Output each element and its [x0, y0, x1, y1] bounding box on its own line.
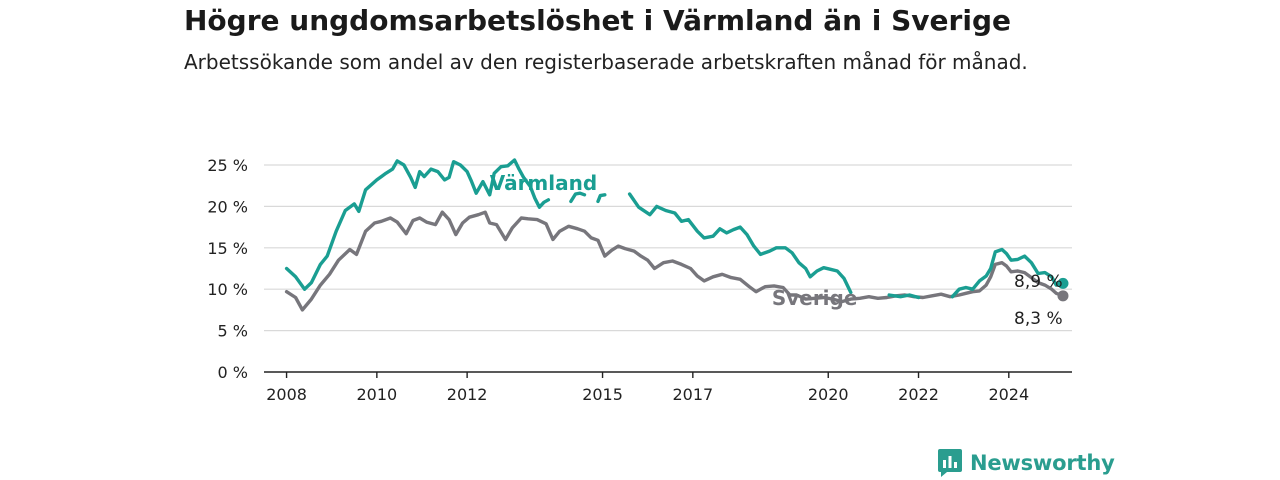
y-tick-label: 20 % — [207, 197, 248, 216]
chart-subtitle: Arbetssökande som andel av den registerb… — [184, 50, 1028, 74]
series-end-marker-varmland — [1057, 277, 1069, 289]
newsworthy-logo-icon — [938, 449, 962, 477]
series-label-varmland: Värmland — [490, 171, 598, 195]
x-tick-label: 2022 — [898, 385, 939, 404]
x-tick-label: 2008 — [266, 385, 307, 404]
y-tick-label: 15 % — [207, 239, 248, 258]
chart-title: Högre ungdomsarbetslöshet i Värmland än … — [184, 4, 1011, 37]
x-tick-label: 2017 — [672, 385, 713, 404]
series-end-label-varmland: 8,9 % — [1014, 272, 1063, 292]
x-tick-label: 2024 — [988, 385, 1029, 404]
brand-logo: Newsworthy — [938, 448, 1115, 478]
brand-name: Newsworthy — [970, 451, 1115, 475]
series-line-sverige — [284, 210, 1065, 312]
y-tick-label: 10 % — [207, 280, 248, 299]
x-tick-label: 2012 — [447, 385, 488, 404]
series-label-sverige: Sverige — [772, 286, 858, 310]
y-tick-label: 25 % — [207, 156, 248, 175]
y-tick-label: 5 % — [218, 322, 248, 341]
y-tick-label: 0 % — [218, 363, 248, 382]
series-line-varmland — [284, 158, 1065, 300]
series-end-label-sverige: 8,3 % — [1014, 309, 1063, 329]
x-tick-label: 2020 — [808, 385, 849, 404]
x-tick-label: 2015 — [582, 385, 623, 404]
series-end-marker-sverige — [1057, 290, 1069, 302]
x-tick-label: 2010 — [356, 385, 397, 404]
